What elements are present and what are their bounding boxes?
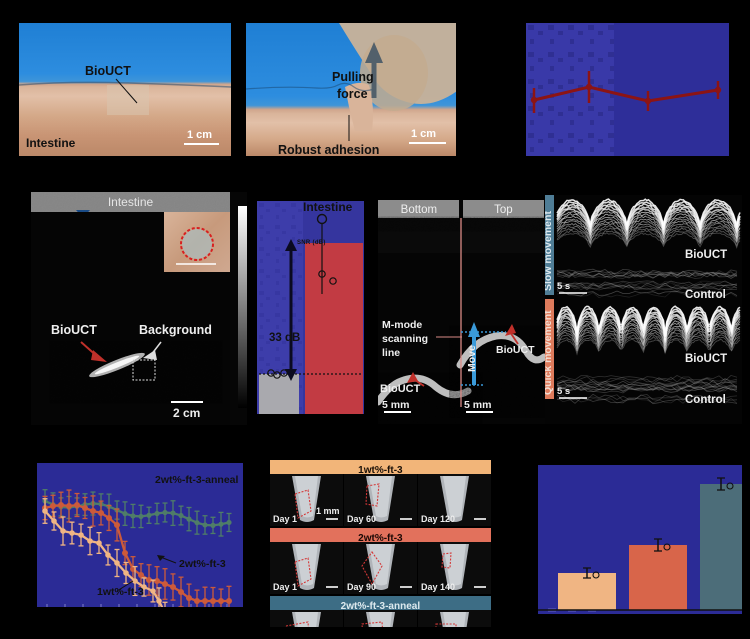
svg-text:Slow movement: Slow movement: [545, 211, 554, 291]
svg-text:5 mm: 5 mm: [382, 399, 409, 411]
svg-text:Intestine: Intestine: [303, 201, 353, 214]
svg-text:1wt%-ft-3: 1wt%-ft-3: [97, 586, 144, 598]
svg-text:Pulling: Pulling: [332, 70, 374, 84]
svg-text:Control: Control: [685, 394, 726, 406]
svg-text:2 cm: 2 cm: [173, 406, 200, 420]
svg-text:BioUCT: BioUCT: [685, 353, 727, 365]
svg-text:1 cm: 1 cm: [411, 128, 436, 140]
svg-text:Intestine: Intestine: [26, 136, 76, 150]
svg-text:BioUCT: BioUCT: [496, 344, 535, 356]
svg-text:BioUCT: BioUCT: [685, 249, 727, 261]
svg-text:Day 140: Day 140: [421, 582, 455, 592]
svg-text:Day 1: Day 1: [273, 514, 297, 524]
svg-text:BioUCT: BioUCT: [51, 323, 97, 337]
svg-text:line: line: [382, 347, 400, 359]
svg-text:BioUCT: BioUCT: [380, 383, 421, 395]
svg-text:5 s: 5 s: [557, 386, 570, 397]
svg-text:Day 90: Day 90: [347, 582, 376, 592]
svg-text:scanning: scanning: [382, 333, 428, 345]
svg-text:1 cm: 1 cm: [187, 129, 212, 141]
svg-text:33 dB: 33 dB: [269, 332, 300, 344]
svg-text:M-mode: M-mode: [382, 319, 422, 331]
svg-text:Quick movement: Quick movement: [545, 310, 554, 395]
svg-text:Day 120: Day 120: [421, 514, 455, 524]
svg-text:Day 1: Day 1: [273, 582, 297, 592]
svg-text:Day 60: Day 60: [347, 514, 376, 524]
svg-text:2wt%-ft-3: 2wt%-ft-3: [179, 558, 226, 570]
svg-text:Move: Move: [466, 345, 478, 372]
svg-text:5 mm: 5 mm: [464, 399, 491, 411]
svg-text:BioUCT: BioUCT: [85, 64, 131, 78]
svg-text:Robust adhesion: Robust adhesion: [278, 143, 379, 156]
svg-text:1 mm: 1 mm: [316, 506, 340, 516]
svg-text:5 s: 5 s: [557, 281, 570, 292]
svg-text:force: force: [337, 87, 368, 101]
svg-text:Control: Control: [685, 289, 726, 301]
svg-text:Background: Background: [139, 323, 212, 337]
svg-text:2wt%-ft-3-anneal: 2wt%-ft-3-anneal: [155, 474, 239, 486]
